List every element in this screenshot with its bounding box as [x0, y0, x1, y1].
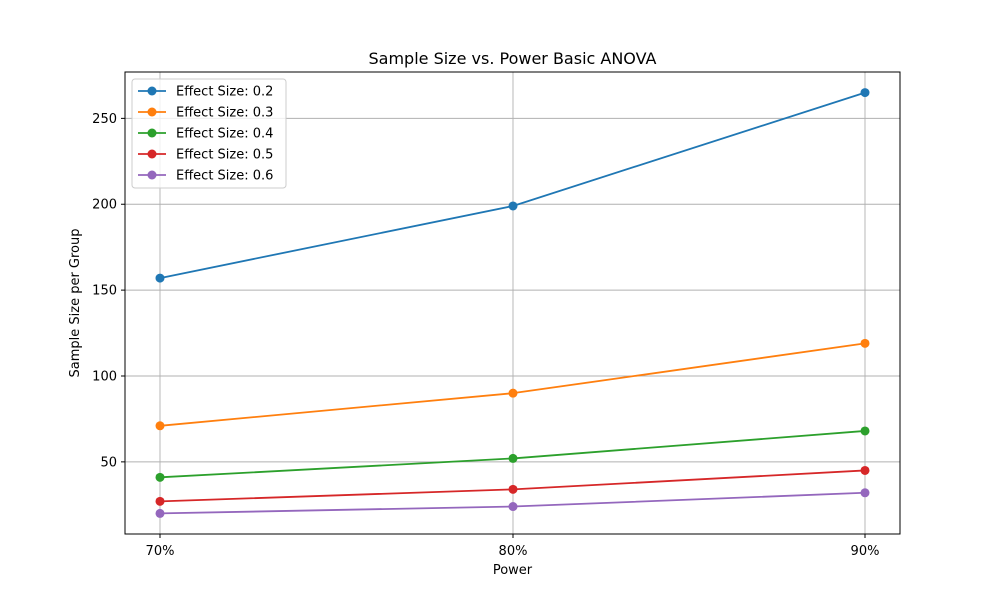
series-1 [155, 88, 870, 283]
legend-item: Effect Size: 0.6 [138, 169, 273, 184]
data-point [860, 488, 870, 498]
data-point [508, 484, 518, 494]
series-line [159, 342, 866, 427]
data-point [508, 388, 518, 398]
series-2 [155, 338, 870, 431]
y-tick-label: 50 [100, 455, 117, 470]
series-4 [155, 465, 870, 506]
legend-item: Effect Size: 0.3 [138, 106, 273, 121]
legend-label: Effect Size: 0.5 [176, 148, 273, 163]
y-axis-label: Sample Size per Group [68, 229, 83, 378]
x-tick-label: 80% [499, 544, 528, 559]
data-point [155, 472, 165, 482]
series-3 [155, 426, 870, 482]
y-axis: 50 100 150 200 250 [92, 112, 125, 470]
legend-marker [147, 107, 157, 117]
legend-marker [147, 170, 157, 180]
series-5 [155, 488, 870, 518]
y-tick-label: 150 [92, 284, 117, 299]
legend: Effect Size: 0.2 Effect Size: 0.3 Effect S… [131, 78, 287, 189]
x-tick-label: 70% [146, 544, 175, 559]
data-point [860, 338, 870, 348]
legend-marker [147, 86, 157, 96]
x-axis-label: Power [493, 563, 533, 578]
data-point [155, 496, 165, 506]
legend-label: Effect Size: 0.2 [176, 85, 273, 100]
data-point [508, 502, 518, 512]
legend-box [131, 78, 287, 189]
data-point [155, 273, 165, 283]
x-axis: 70% 80% 90% [146, 534, 880, 559]
data-point [860, 465, 870, 475]
data-point [155, 508, 165, 518]
chart-title: Sample Size vs. Power Basic ANOVA [369, 49, 657, 68]
x-tick-label: 90% [851, 544, 880, 559]
legend-marker [147, 128, 157, 138]
data-point [860, 88, 870, 98]
legend-label: Effect Size: 0.4 [176, 127, 273, 142]
legend-label: Effect Size: 0.3 [176, 106, 273, 121]
data-point [860, 426, 870, 436]
legend-marker [147, 149, 157, 159]
legend-item: Effect Size: 0.4 [138, 127, 273, 142]
y-tick-label: 100 [92, 369, 117, 384]
series-layer [155, 88, 870, 518]
legend-item: Effect Size: 0.2 [138, 85, 273, 100]
data-point [508, 453, 518, 463]
data-point [155, 421, 165, 431]
y-tick-label: 200 [92, 198, 117, 213]
legend-label: Effect Size: 0.6 [176, 169, 273, 184]
data-point [508, 201, 518, 211]
legend-item: Effect Size: 0.5 [138, 148, 273, 163]
y-tick-label: 250 [92, 112, 117, 127]
